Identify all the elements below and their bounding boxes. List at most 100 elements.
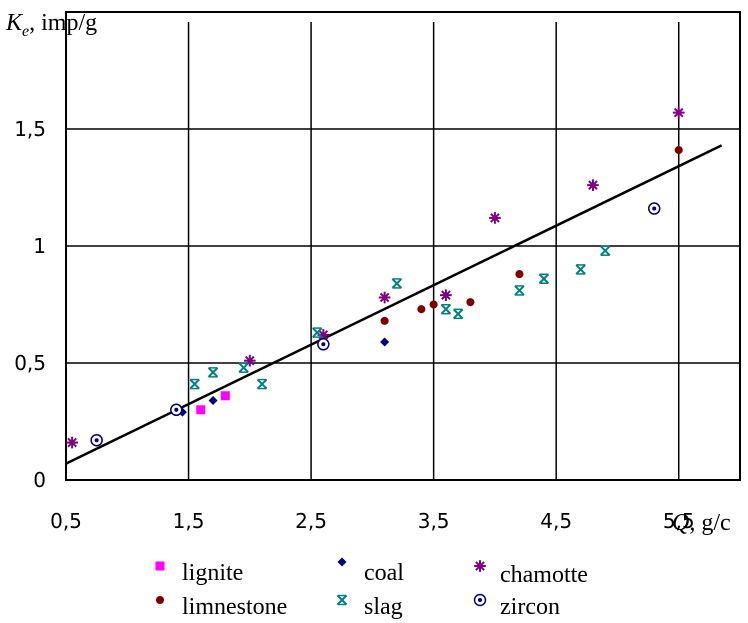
data-point-chamotte — [489, 212, 501, 224]
data-point-slag — [599, 245, 611, 256]
series-slag — [189, 245, 611, 390]
data-point-limnestone — [674, 146, 683, 155]
marker-cross-stroke — [207, 367, 219, 378]
data-point-limnestone — [429, 300, 438, 309]
marker-star-stroke — [490, 213, 500, 223]
marker-circle — [380, 316, 389, 325]
y-tick-label: 0 — [33, 468, 46, 492]
data-point-slag — [575, 264, 586, 275]
data-point-slag — [312, 327, 323, 338]
x-tick-label: 5,5 — [663, 509, 695, 533]
data-point-zircon — [647, 202, 661, 215]
marker-star-stroke — [673, 107, 684, 118]
legend-marker-chamotte — [474, 560, 486, 572]
series-lignite — [196, 391, 230, 415]
marker-cross-stroke — [312, 327, 323, 338]
data-point-zircon — [170, 403, 183, 417]
marker-cross-stroke — [189, 378, 200, 390]
legend-label-coal: coal — [364, 560, 404, 586]
marker-circle — [417, 305, 426, 314]
legend-marker-coal — [337, 557, 347, 567]
legend-item-lignite: lignite — [155, 560, 243, 586]
data-point-limnestone — [466, 298, 475, 307]
marker-cross-stroke — [238, 362, 249, 373]
legend-marker-limnestone — [155, 595, 165, 605]
data-point-chamotte — [587, 179, 599, 192]
marker-star-stroke — [379, 292, 390, 303]
data-point-chamotte — [243, 354, 256, 367]
marker-square — [155, 561, 165, 571]
legend-marker-zircon — [473, 593, 487, 607]
data-point-slag — [207, 367, 219, 378]
marker-star-stroke — [475, 561, 485, 571]
x-axis-unit: , g/c — [689, 510, 730, 536]
marker-cross-stroke — [514, 285, 525, 296]
data-point-slag — [514, 285, 525, 296]
marker-ring-center — [477, 597, 483, 603]
marker-ring-center — [174, 407, 179, 412]
marker-diamond — [208, 395, 218, 405]
legend-marker-slag — [336, 594, 348, 606]
data-point-lignite — [196, 405, 206, 415]
data-point-slag — [238, 362, 249, 373]
marker-ring-center — [321, 342, 326, 347]
marker-diamond — [380, 337, 390, 347]
data-point-slag — [452, 308, 464, 320]
legend-item-coal: coal — [337, 557, 404, 586]
data-point-slag — [256, 378, 268, 390]
data-point-chamotte — [672, 106, 685, 119]
marker-circle — [155, 595, 165, 605]
marker-star-stroke — [441, 290, 451, 300]
data-point-slag — [189, 378, 200, 390]
x-tick-label: 3,5 — [418, 509, 450, 533]
x-tick-label: 1,5 — [173, 509, 205, 533]
trendline-group — [65, 144, 723, 465]
y-tick-label: 1,5 — [14, 117, 46, 141]
x-tick-label: 4,5 — [540, 509, 572, 533]
x-tick-label: 2,5 — [295, 509, 327, 533]
data-point-lignite — [220, 391, 230, 401]
marker-square — [220, 391, 230, 401]
x-axis-ticks: 0,5 1,5 2,5 3,5 4,5 5,5 — [50, 509, 695, 533]
data-point-slag — [538, 273, 550, 285]
marker-circle — [515, 270, 524, 279]
y-axis-unit: , imp/g — [29, 10, 97, 36]
legend-item-chamotte: chamotte — [474, 560, 588, 588]
marker-cross-stroke — [391, 278, 403, 289]
marker-circle — [674, 146, 683, 155]
data-point-chamotte — [378, 291, 391, 304]
legend-label-slag: slag — [364, 594, 403, 620]
legend-item-limnestone: limnestone — [155, 594, 287, 620]
data-point-limnestone — [380, 316, 389, 325]
data-point-limnestone — [515, 270, 524, 279]
marker-cross-stroke — [440, 303, 452, 315]
marker-cross-stroke — [538, 273, 550, 284]
marker-star-stroke — [67, 437, 77, 448]
legend-label-limnestone: limnestone — [182, 594, 287, 620]
data-point-coal — [380, 337, 390, 347]
marker-ring-center — [94, 438, 99, 443]
y-axis-title: Ke, imp/g — [5, 10, 97, 40]
data-point-zircon — [317, 338, 330, 351]
y-axis-symbol: K — [5, 10, 24, 36]
marker-square — [196, 405, 206, 415]
grid — [66, 22, 740, 480]
data-point-chamotte — [66, 436, 78, 449]
y-tick-label: 1 — [33, 234, 46, 258]
data-point-limnestone — [417, 305, 426, 314]
marker-cross-stroke — [575, 264, 586, 275]
trendline — [65, 144, 723, 465]
marker-diamond — [337, 557, 347, 567]
marker-cross-stroke — [256, 378, 268, 390]
x-axis-symbol: Q — [672, 510, 689, 536]
data-points — [66, 106, 685, 449]
series-zircon — [90, 202, 661, 447]
plot-area-frame — [65, 11, 741, 481]
marker-circle — [429, 300, 438, 309]
legend-label-lignite: lignite — [182, 560, 243, 586]
legend-item-slag: slag — [336, 594, 403, 620]
marker-cross-stroke — [599, 245, 611, 256]
series-limnestone — [380, 146, 683, 325]
data-point-chamotte — [440, 289, 452, 301]
y-axis-subscript: e — [22, 23, 29, 40]
